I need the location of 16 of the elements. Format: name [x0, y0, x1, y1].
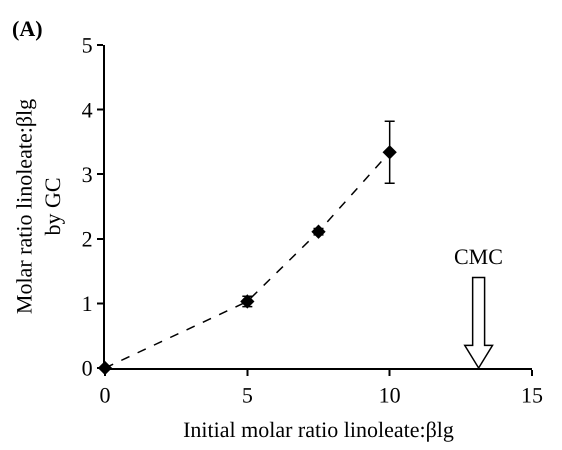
- x-tick-label: 0: [100, 382, 110, 408]
- y-tick-label: 3: [82, 162, 93, 187]
- annotation: CMC: [454, 244, 503, 269]
- y-tick-label: 1: [82, 291, 93, 316]
- y-tick-label: 2: [82, 226, 93, 252]
- point: [311, 224, 326, 239]
- y-tick-label: 4: [82, 97, 93, 122]
- x-tick-label: 15: [521, 382, 543, 408]
- point: [382, 145, 397, 160]
- x-tick-label: 10: [378, 382, 401, 408]
- text: (A): [12, 16, 43, 41]
- x-tick-label: 5: [242, 382, 253, 408]
- y-tick-label: 5: [82, 32, 93, 58]
- x-axis-title: Initial molar ratio linoleate:βlg: [183, 416, 454, 442]
- y-tick-label: 0: [82, 356, 93, 381]
- y-axis-title: Molar ratio linoleate:βlg by GC: [11, 98, 65, 314]
